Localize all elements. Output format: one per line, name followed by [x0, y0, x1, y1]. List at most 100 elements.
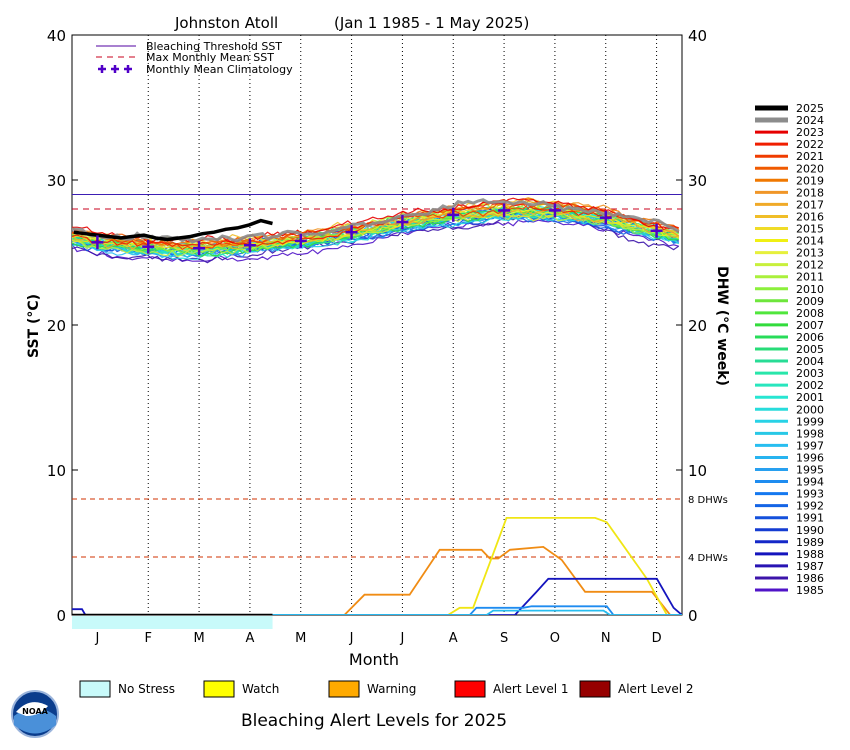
climatology-marker — [396, 215, 409, 230]
y-tick-label-left: 10 — [47, 462, 66, 480]
month-tick-label: M — [193, 631, 204, 646]
climatology-marker — [243, 238, 256, 253]
sst-line-2025 — [73, 218, 273, 242]
year-legend-label: 2021 — [796, 150, 824, 163]
year-legend-label: 2017 — [796, 198, 824, 211]
year-legend-label: 1993 — [796, 488, 824, 501]
alert-legend-label: Warning — [367, 682, 416, 696]
month-tick-label: S — [500, 631, 508, 646]
y-tick-label-left: 20 — [47, 317, 66, 335]
dhw-lines — [72, 517, 682, 615]
year-legend-label: 2016 — [796, 210, 824, 223]
month-tick-label: O — [550, 631, 560, 646]
year-legend-label: 2007 — [796, 319, 824, 332]
year-legend-label: 1989 — [796, 536, 824, 549]
year-legend-label: 1987 — [796, 560, 824, 573]
dhw-line-blue — [72, 605, 682, 615]
chart-title-station: Johnston Atoll — [174, 14, 278, 32]
alert-legend-label: No Stress — [118, 682, 175, 696]
climatology-marker — [447, 207, 460, 222]
year-legend-label: 1997 — [796, 439, 824, 452]
year-legend-label: 2020 — [796, 162, 824, 175]
year-legend-label: 2019 — [796, 174, 824, 187]
year-legend-label: 2022 — [796, 138, 824, 151]
y-tick-label-right: 20 — [688, 317, 707, 335]
year-legend-label: 2012 — [796, 259, 824, 272]
sst-line-2017 — [72, 208, 679, 250]
month-tick-label: F — [145, 631, 152, 646]
year-legend-label: 2009 — [796, 295, 824, 308]
alert-legend-swatch — [203, 680, 235, 698]
month-tick-label: J — [399, 631, 404, 646]
month-tick-label: A — [449, 631, 458, 646]
svg-text:NOAA: NOAA — [22, 707, 48, 716]
noaa-logo: NOAA — [11, 690, 59, 738]
y-tick-label-right: 0 — [688, 607, 698, 625]
sst-line-2010 — [72, 209, 679, 254]
year-legend-label: 1986 — [796, 572, 824, 585]
year-legend-label: 2005 — [796, 343, 824, 356]
year-legend-label: 2013 — [796, 247, 824, 260]
year-legend-label: 2002 — [796, 379, 824, 392]
sst-line-2012 — [72, 213, 680, 258]
year-legend-label: 2000 — [796, 403, 824, 416]
year-legend-label: 2011 — [796, 271, 824, 284]
year-legend-label: 2004 — [796, 355, 824, 368]
year-legend-label: 2024 — [796, 114, 824, 127]
dhw-line-yellow — [72, 517, 682, 615]
year-legend-label: 1990 — [796, 524, 824, 537]
year-legend-label: 1992 — [796, 500, 824, 513]
alert-legend-swatch — [79, 680, 111, 698]
legend-threshold-label: Bleaching Threshold SST — [146, 40, 282, 53]
dhw-line-darkblue — [72, 577, 682, 615]
year-legend-label: 1985 — [796, 584, 824, 597]
y-tick-label-left: 40 — [47, 27, 66, 45]
year-legend-label: 2018 — [796, 186, 824, 199]
footer-title: Bleaching Alert Levels for 2025 — [241, 711, 507, 731]
dhw-line-orange — [72, 545, 682, 615]
alert-level-legend: No Stress Watch Warning Alert Level 1 Alert … — [79, 680, 694, 698]
x-axis-label: Month — [349, 650, 399, 669]
chart-title-period: (Jan 1 1985 - 1 May 2025) — [334, 14, 529, 32]
y-axis-ticks: 0 0 10 10 20 20 30 30 40 40 — [47, 27, 707, 625]
month-tick-label: A — [245, 631, 254, 646]
year-legend-label: 1999 — [796, 415, 824, 428]
dhw-line-cyan — [72, 609, 682, 615]
alert-bar — [72, 616, 273, 629]
dhw-threshold-label: 4 DHWs — [688, 553, 728, 564]
year-legend-label: 1988 — [796, 548, 824, 561]
alert-legend-label: Watch — [242, 682, 279, 696]
climatology-marker — [599, 210, 612, 225]
climatology-marker — [91, 235, 104, 250]
month-gridlines — [147, 35, 658, 615]
climatology-marker — [650, 223, 663, 238]
alert-legend-swatch — [454, 680, 486, 698]
climatology-marker — [548, 203, 561, 218]
alert-legend-label: Alert Level 2 — [618, 682, 694, 696]
dhw-threshold-label: 8 DHWs — [688, 495, 728, 506]
year-legend-label: 1996 — [796, 451, 824, 464]
sst-year-lines — [72, 197, 680, 264]
y-axis-label-left: SST (°C) — [26, 294, 42, 358]
climatology-marker — [142, 239, 155, 254]
month-tick-label: D — [652, 631, 662, 646]
year-legend-label: 1995 — [796, 464, 824, 477]
alert-legend-swatch — [579, 680, 611, 698]
year-legend-label: 1998 — [796, 427, 824, 440]
y-tick-label-left: 30 — [47, 172, 66, 190]
climatology-markers — [91, 203, 663, 256]
sst-line-2021 — [72, 201, 679, 250]
month-tick-label: M — [295, 631, 306, 646]
year-legend-label: 2015 — [796, 223, 824, 236]
month-tick-label: J — [94, 631, 99, 646]
y-tick-label-left: 0 — [56, 607, 66, 625]
year-legend-label: 2008 — [796, 307, 824, 320]
year-legend-label: 2006 — [796, 331, 824, 344]
year-legend-label: 2003 — [796, 367, 824, 380]
plot-frame — [71, 34, 683, 616]
year-legend-label: 1994 — [796, 476, 824, 489]
reference-legend: Bleaching Threshold SST Max Monthly Mean… — [96, 40, 293, 76]
year-legend-label: 2001 — [796, 391, 824, 404]
legend-mmm-label: Max Monthly Mean SST — [146, 51, 274, 64]
